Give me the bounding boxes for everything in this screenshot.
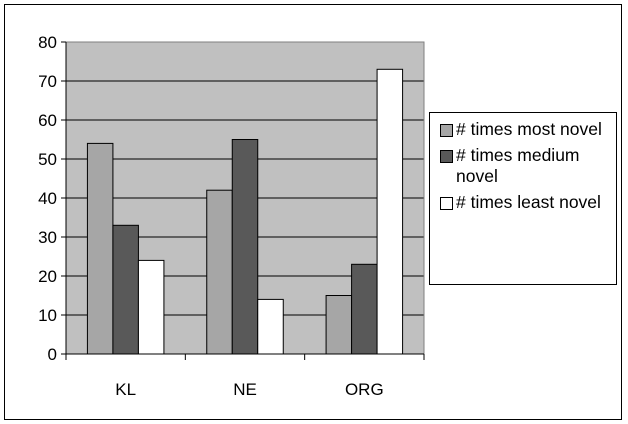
bar-org-series-1 [351, 263, 378, 355]
y-tick-label: 30 [38, 228, 57, 247]
bar-kl-series-2 [137, 259, 165, 355]
plot-area [65, 41, 425, 355]
y-tick-label: 20 [38, 267, 57, 286]
y-tick-label: 50 [38, 150, 57, 169]
y-tick-label: 70 [38, 72, 57, 91]
bar-ne-series-2 [257, 298, 284, 355]
x-axis: KL NE ORG [65, 353, 425, 399]
x-tick-label: KL [115, 380, 136, 399]
bar-org-series-0 [325, 295, 353, 355]
bar-kl-series-1 [112, 224, 139, 355]
y-tick-label: 10 [38, 306, 57, 325]
bar-ne-series-1 [231, 139, 259, 355]
y-tick-label: 40 [38, 189, 57, 208]
bar-kl-series-0 [86, 142, 114, 355]
y-axis: 0 10 20 30 40 50 60 70 80 [38, 33, 67, 364]
x-tick-label: ORG [345, 380, 384, 399]
legend-swatch-least-novel [440, 197, 453, 210]
legend-item-most-novel: # times most novel [440, 119, 612, 140]
x-tick-label: NE [233, 380, 257, 399]
y-tick-label: 60 [38, 111, 57, 130]
legend-swatch-medium-novel [440, 150, 453, 163]
legend-label-medium-novel: # times medium novel [456, 145, 580, 186]
legend-label-most-novel: # times most novel [456, 119, 602, 139]
legend: # times most novel # times medium novel … [429, 112, 617, 285]
bar-ne-series-0 [206, 189, 233, 355]
legend-swatch-most-novel [440, 124, 453, 137]
bar-org-series-2 [376, 68, 404, 355]
legend-item-least-novel: # times least novel [440, 192, 612, 213]
y-tick-label: 80 [38, 33, 57, 52]
legend-label-least-novel: # times least novel [456, 192, 601, 212]
y-tick-label: 0 [48, 345, 57, 364]
legend-item-medium-novel: # times medium novel [440, 145, 612, 187]
